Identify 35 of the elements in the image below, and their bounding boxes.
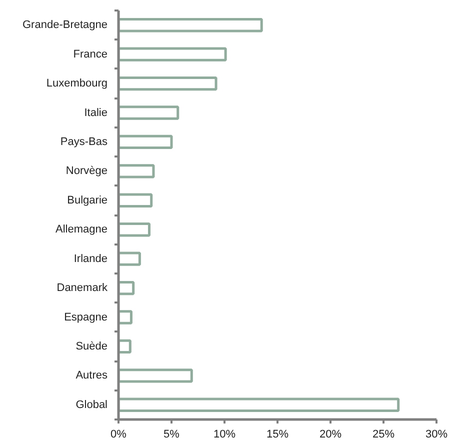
bar xyxy=(118,368,193,383)
bar xyxy=(118,310,132,324)
y-tick-label: France xyxy=(73,48,108,60)
y-tick-label: Pays-Bas xyxy=(60,136,108,148)
bar xyxy=(118,134,173,150)
x-tick-label: 10% xyxy=(213,428,236,440)
bar xyxy=(118,106,180,120)
bar xyxy=(118,76,218,91)
y-tick-label: Allemagne xyxy=(56,224,108,236)
y-tick-label: Suède xyxy=(76,340,108,352)
x-tick-label: 5% xyxy=(164,428,180,440)
bar xyxy=(118,252,141,266)
x-tick-label: 30% xyxy=(425,428,448,440)
y-tick-label: Luxembourg xyxy=(46,78,108,90)
bar xyxy=(118,280,135,296)
x-tick-label: 25% xyxy=(372,428,395,440)
y-tick-label: Autres xyxy=(76,370,108,382)
y-tick-label: Grande-Bretagne xyxy=(22,19,108,32)
bar xyxy=(118,398,400,412)
y-tick-label: Bulgarie xyxy=(67,194,108,206)
bar xyxy=(118,193,153,208)
bar xyxy=(118,222,150,237)
bar xyxy=(118,47,227,62)
y-tick-label: Irlande xyxy=(74,252,108,265)
y-tick-label: Espagne xyxy=(64,311,108,324)
y-tick-label: Italie xyxy=(84,106,108,119)
bar xyxy=(118,339,132,354)
bar xyxy=(118,18,263,32)
x-tick-label: 15% xyxy=(266,428,289,440)
y-tick-label: Norvège xyxy=(66,165,108,178)
y-tick-label: Danemark xyxy=(56,282,108,294)
x-tick-label: 20% xyxy=(319,428,342,440)
x-tick-label: 0% xyxy=(110,428,127,440)
bar xyxy=(118,164,155,178)
y-tick-label: Global xyxy=(76,398,108,411)
